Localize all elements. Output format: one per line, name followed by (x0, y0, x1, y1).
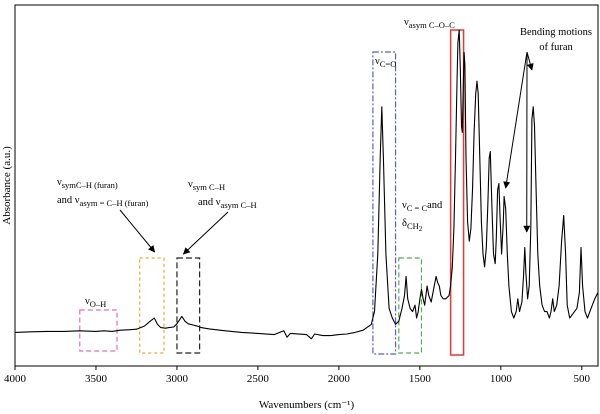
spectrum-line (14, 29, 599, 340)
arrow-ch-furan (119, 209, 156, 253)
annotation-bending-label: Bending motions (520, 27, 592, 38)
annotation-ch-furan-label-2: and νasym = C–H (furan) (57, 195, 148, 208)
annotation-bending-label-2: of furan (539, 42, 573, 53)
region-box-co (372, 51, 397, 355)
region-highlight-boxes (79, 29, 465, 356)
x-axis-ticks: 4000 3500 3000 2500 2000 1500 1000 500 (4, 366, 591, 385)
plot-frame (14, 4, 599, 367)
x-tick-label-3500: 3500 (85, 373, 108, 385)
x-tick-label-2000: 2000 (328, 373, 351, 385)
annotation-cc-label: νC = Cand (402, 200, 443, 213)
annotation-ch-label-2: and νasym C–H (198, 197, 257, 210)
region-box-cc (398, 257, 423, 354)
annotation-ch-furan-label: νsymC–H (furan) (57, 177, 118, 190)
x-tick-label-2500: 2500 (247, 373, 270, 385)
region-box-ch-furan (139, 257, 165, 354)
x-tick-label-1500: 1500 (409, 373, 432, 385)
y-axis-title: Absorbance (a.u.) (1, 146, 13, 225)
annotation-coc-label: νasym C–O–C (404, 17, 455, 30)
annotation-arrows (119, 51, 534, 255)
annotation-o-h-label: νO–H (85, 296, 106, 309)
x-tick-label-4000: 4000 (4, 373, 27, 385)
x-tick-label-1000: 1000 (490, 373, 513, 385)
x-tick-label-500: 500 (574, 373, 591, 385)
spectrum-series (14, 29, 599, 340)
x-tick-label-3000: 3000 (166, 373, 189, 385)
annotation-cc-label-2: δCH2 (402, 218, 423, 233)
x-axis-title: Wavenumbers (cm⁻¹) (259, 399, 355, 411)
arrow-bending-2 (526, 51, 534, 71)
region-box-ch (176, 257, 201, 354)
annotation-co-label: νC=O (375, 56, 396, 69)
arrow-bending-1 (503, 51, 528, 189)
region-box-coc (449, 29, 465, 356)
arrow-ch (182, 211, 229, 255)
annotation-ch-label: νsym C–H (188, 179, 225, 192)
